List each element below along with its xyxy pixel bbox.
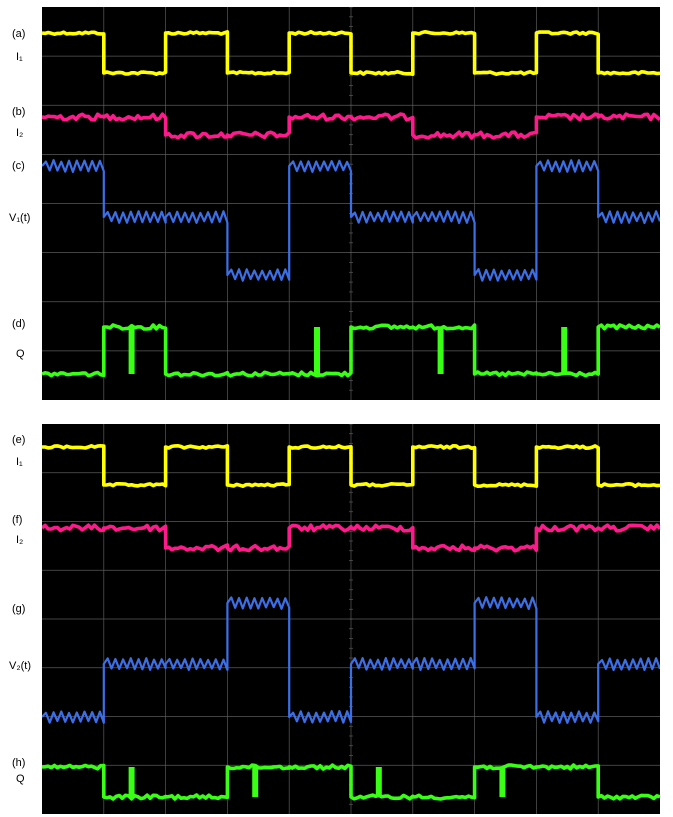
q-glitch-bottom	[499, 767, 506, 797]
q-glitch-bottom	[128, 767, 135, 797]
scope-panel-top	[42, 7, 660, 400]
trace-v-top	[42, 159, 660, 282]
trace-name-a: I₁	[16, 51, 23, 63]
trace-q-top	[42, 323, 660, 378]
trace-name-c: V₁(t)	[9, 212, 31, 224]
trace-name-b: I₂	[16, 127, 24, 139]
trace-label-f: (f)	[12, 514, 23, 526]
trace-label-h: (h)	[12, 757, 26, 769]
trace-label-e: (e)	[12, 434, 26, 446]
trace-label-b: (b)	[12, 106, 26, 118]
q-glitch-bottom	[375, 767, 382, 797]
trace-name-f: I₂	[16, 534, 24, 546]
q-glitch-bottom	[252, 767, 259, 797]
trace-i2-bottom	[42, 523, 660, 553]
trace-v-bottom	[42, 596, 660, 724]
trace-label-g: (g)	[12, 603, 26, 615]
trace-name-d: Q	[16, 348, 25, 360]
trace-label-d: (d)	[12, 318, 26, 330]
trace-name-g: V₂(t)	[9, 660, 31, 672]
trace-i2-top	[42, 112, 660, 140]
trace-label-c: (c)	[12, 160, 25, 172]
scope-screen-bottom	[42, 424, 660, 814]
q-glitch-top	[561, 327, 568, 374]
q-glitch-top	[128, 327, 135, 374]
q-glitch-top	[437, 327, 444, 374]
trace-label-a: (a)	[12, 28, 26, 40]
scope-panel-bottom	[42, 424, 660, 814]
trace-name-h: Q	[16, 773, 25, 785]
scope-screen-top	[42, 7, 660, 400]
trace-name-e: I₁	[16, 456, 23, 468]
q-glitch-top	[314, 327, 321, 374]
trace-i1-top	[42, 30, 660, 76]
trace-q-bottom	[42, 763, 660, 801]
trace-i1-bottom	[42, 444, 660, 488]
